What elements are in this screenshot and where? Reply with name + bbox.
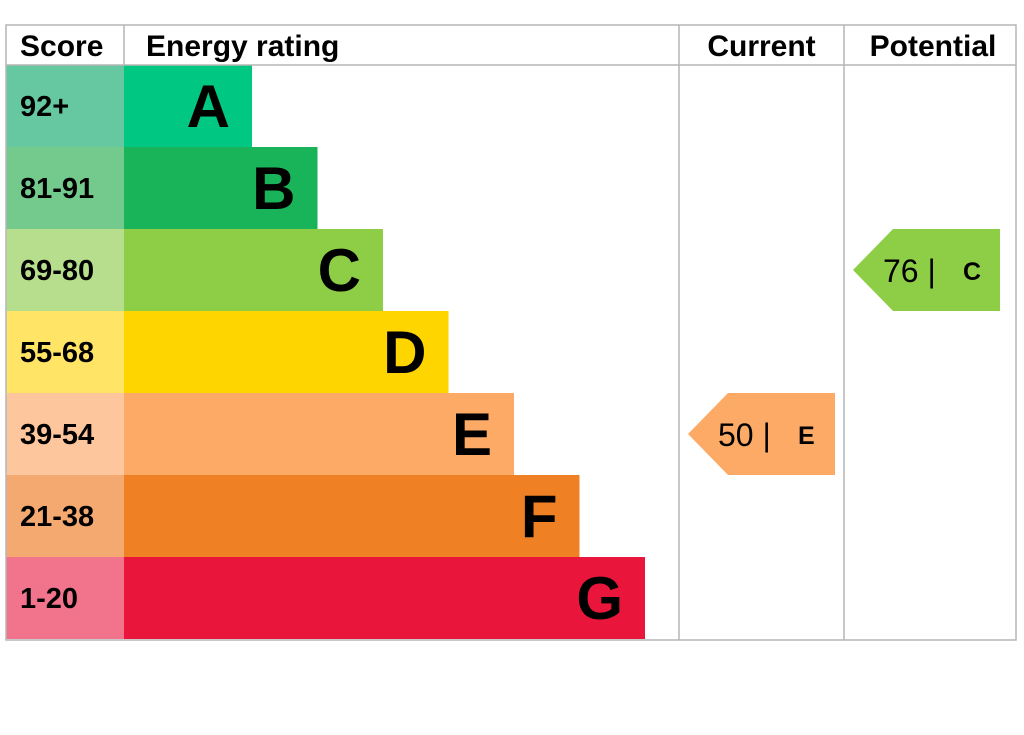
band-letter-c: C	[318, 237, 361, 304]
score-cell-d	[6, 311, 124, 393]
score-cell-b	[6, 147, 124, 229]
band-bar-a	[124, 65, 252, 147]
score-range-f: 21-38	[20, 501, 94, 533]
potential-rating-arrow	[853, 229, 1000, 311]
band-letter-a: A	[187, 73, 230, 140]
band-bar-e	[124, 393, 514, 475]
band-bar-b	[124, 147, 318, 229]
header-potential: Potential	[870, 30, 997, 63]
header-layer: Score Energy rating Current Potential	[20, 30, 996, 63]
band-letter-g: G	[576, 565, 623, 632]
score-cell-e	[6, 393, 124, 475]
indicators-layer: 50 | E 76 | C	[688, 229, 1000, 475]
score-range-g: 1-20	[20, 583, 78, 615]
header-score: Score	[20, 30, 103, 63]
potential-rating-value: 76 |	[883, 253, 936, 289]
score-range-b: 81-91	[20, 173, 94, 205]
potential-rating-letter: C	[963, 258, 981, 286]
band-letter-b: B	[252, 155, 295, 222]
current-rating-letter: E	[798, 422, 815, 450]
header-energy-rating: Energy rating	[146, 30, 339, 63]
band-letter-f: F	[521, 483, 558, 550]
band-letter-e: E	[452, 401, 492, 468]
chart-border	[5, 24, 1017, 641]
bands-layer: 92+ A 81-91 B 69-80 C 55-68 D 39-54 E 21-38 F 1-20 G	[6, 65, 645, 639]
score-cell-f	[6, 475, 124, 557]
score-range-c: 69-80	[20, 255, 94, 287]
current-rating-arrow	[688, 393, 835, 475]
band-bar-c	[124, 229, 383, 311]
score-cell-c	[6, 229, 124, 311]
band-bar-f	[124, 475, 580, 557]
band-bar-d	[124, 311, 449, 393]
band-letter-d: D	[383, 319, 426, 386]
grid-layer	[5, 24, 1017, 641]
score-cell-g	[6, 557, 124, 639]
score-range-a: 92+	[20, 91, 69, 123]
band-bar-g	[124, 557, 645, 639]
current-rating-value: 50 |	[718, 417, 771, 453]
score-range-e: 39-54	[20, 419, 94, 451]
header-current: Current	[707, 30, 815, 63]
score-range-d: 55-68	[20, 337, 94, 369]
score-cell-a	[6, 65, 124, 147]
